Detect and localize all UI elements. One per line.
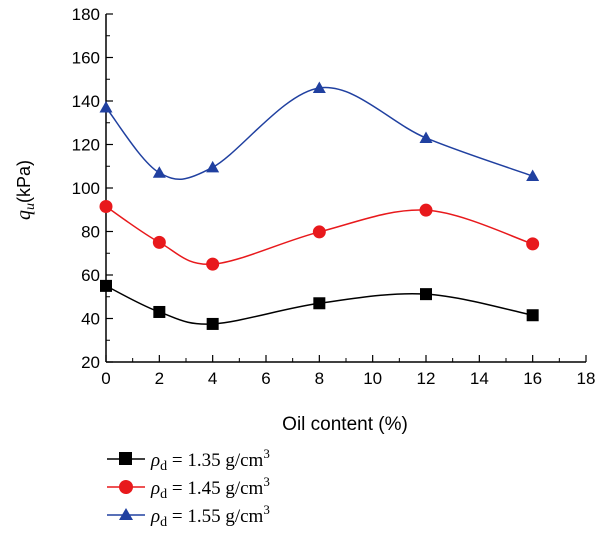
data-point-square	[153, 305, 166, 318]
data-point-square	[313, 297, 326, 310]
legend-item-2: ρd = 1.45 g/cm3	[107, 474, 270, 502]
data-point-triangle	[206, 160, 220, 173]
y-axis-title-text: qu(kPa)	[13, 160, 38, 220]
data-point-triangle	[419, 131, 433, 143]
data-point-square	[420, 288, 432, 301]
data-point-circle	[99, 199, 113, 213]
x-tick-label: 8	[315, 369, 324, 388]
legend-marker-triangle	[119, 508, 133, 520]
y-tick-label: 20	[81, 353, 100, 372]
y-tick-label: 40	[81, 310, 100, 329]
legend-label-3: ρd = 1.55 g/cm3	[150, 502, 270, 530]
x-axis-title: Oil content (%)	[282, 414, 408, 435]
y-axis-symbol: q	[13, 210, 35, 220]
series-1	[100, 279, 539, 330]
legend-item-3: ρd = 1.55 g/cm3	[107, 502, 270, 530]
y-tick-label: 140	[72, 92, 100, 111]
series-3	[99, 81, 540, 182]
data-point-circle	[312, 225, 326, 239]
x-tick-label: 10	[363, 369, 382, 388]
data-point-square	[206, 317, 219, 330]
x-tick-label: 18	[577, 369, 596, 388]
data-point-triangle	[312, 81, 326, 93]
y-tick-labels: 20 40 60 80 100 120 140 160 180	[72, 5, 100, 372]
legend-marker-square	[119, 452, 132, 465]
x-tick-label: 16	[523, 369, 542, 388]
series-group	[99, 81, 540, 330]
data-point-triangle	[526, 169, 540, 182]
y-tick-label: 60	[81, 266, 100, 285]
data-point-triangle	[152, 166, 166, 178]
x-tick-label: 4	[208, 369, 217, 388]
legend-label-1: ρd = 1.35 g/cm3	[150, 446, 270, 474]
y-tick-label: 80	[81, 223, 100, 242]
axes	[105, 13, 587, 363]
data-point-square	[100, 279, 112, 292]
data-point-triangle	[99, 101, 113, 113]
legend-marker-circle	[119, 480, 133, 494]
y-axis-subscript: u	[23, 203, 38, 210]
x-tick-label: 14	[470, 369, 489, 388]
x-tick-labels: 0 2 4 6 8 10 12 14 16 18	[101, 369, 595, 388]
y-tick-label: 160	[72, 49, 100, 68]
data-point-circle	[206, 257, 220, 271]
y-tick-label: 120	[72, 136, 100, 155]
y-axis-title: qu(kPa)	[13, 160, 38, 220]
legend-item-1: ρd = 1.35 g/cm3	[107, 446, 270, 474]
series-line-3	[105, 86, 533, 180]
legend: ρd = 1.35 g/cm3 ρd = 1.45 g/cm3 ρd = 1.5…	[107, 446, 270, 530]
y-axis-unit: (kPa)	[14, 160, 34, 203]
x-tick-label: 0	[101, 369, 110, 388]
data-point-circle	[419, 203, 433, 217]
y-tick-label: 100	[72, 179, 100, 198]
legend-label-2: ρd = 1.45 g/cm3	[150, 474, 270, 502]
data-point-circle	[152, 235, 166, 249]
data-point-circle	[526, 237, 540, 251]
x-tick-label: 6	[261, 369, 270, 388]
x-tick-label: 2	[155, 369, 164, 388]
y-tick-label: 180	[72, 5, 100, 24]
data-point-square	[526, 309, 539, 322]
series-2	[99, 199, 540, 271]
x-tick-label: 12	[417, 369, 436, 388]
